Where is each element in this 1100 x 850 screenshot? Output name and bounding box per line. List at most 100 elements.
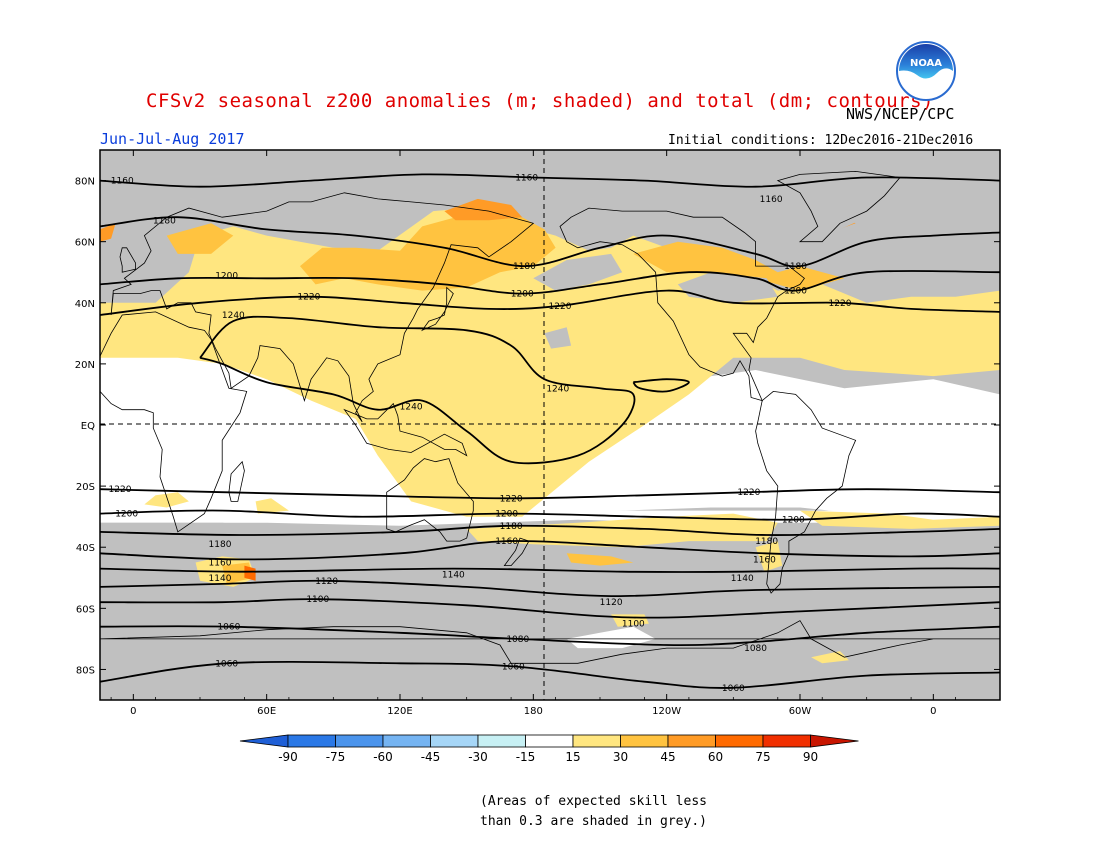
colorbar-box bbox=[382, 734, 431, 748]
colorbar: -90 -75 -60 -45 -30 -15 15 30 45 60 75 90 bbox=[239, 734, 859, 764]
contour-1240-pacific-ring bbox=[632, 378, 690, 393]
anomaly-europe-orange bbox=[166, 223, 234, 254]
anomaly-south-indian-west-blob bbox=[255, 498, 289, 514]
lon-label: 0 bbox=[930, 706, 936, 717]
noaa-logo: NOAA bbox=[896, 41, 956, 101]
contour-label: 1060 bbox=[217, 623, 240, 633]
contour-label: 1240 bbox=[546, 384, 569, 394]
lat-label: 80S bbox=[76, 665, 95, 676]
lat-label: 60S bbox=[76, 604, 95, 615]
coast-japan bbox=[420, 286, 454, 332]
contour-label: 1220 bbox=[500, 494, 523, 504]
contour-label: 1240 bbox=[400, 403, 423, 413]
contour-label: 1220 bbox=[297, 293, 320, 303]
noaa-logo-text: NOAA bbox=[910, 58, 942, 69]
anomaly-south-atlantic-band bbox=[800, 510, 1000, 529]
skill-note: (Areas of expected skill less than 0.3 a… bbox=[480, 792, 707, 832]
colorbar-right-arrow bbox=[810, 734, 859, 748]
colorbar-label: -75 bbox=[326, 750, 346, 764]
contour-label: 1140 bbox=[731, 574, 754, 584]
grey-eastern-pacific-patch bbox=[544, 327, 572, 349]
contour-label: 1060 bbox=[215, 659, 238, 669]
contour-label: 1200 bbox=[495, 510, 518, 520]
anomaly-asia-orange bbox=[300, 211, 556, 291]
contour-label: 1100 bbox=[306, 595, 329, 605]
contour-1100-south bbox=[100, 598, 1000, 619]
forecast-period: Jun-Jul-Aug 2017 bbox=[100, 130, 245, 148]
colorbar-box bbox=[762, 734, 811, 748]
lon-label: 60W bbox=[789, 706, 812, 717]
colorbar-label: -30 bbox=[468, 750, 488, 764]
anomaly-shading-layer bbox=[100, 150, 1000, 700]
lat-label: 60N bbox=[75, 238, 95, 249]
contour-label: 1180 bbox=[209, 540, 232, 550]
anomaly-white-tropics bbox=[100, 339, 1000, 517]
grey-arctic-cap bbox=[100, 150, 1000, 248]
contour-1220-north bbox=[100, 289, 1000, 316]
grey-north-america-patch bbox=[677, 272, 778, 303]
contour-label: 1160 bbox=[515, 174, 538, 184]
contour-1160-south bbox=[100, 540, 1000, 561]
skill-note-line-2: than 0.3 are shaded in grey.) bbox=[480, 814, 707, 829]
colorbar-label: 30 bbox=[613, 750, 628, 764]
colorbar-left-arrow bbox=[239, 734, 289, 748]
contour-label: 1220 bbox=[109, 485, 132, 495]
contour-label: 1160 bbox=[753, 555, 776, 565]
contour-label: 1200 bbox=[215, 271, 238, 281]
coast-south-america bbox=[755, 390, 857, 594]
contour-label: 1180 bbox=[513, 262, 536, 272]
contour-label-layer: 1160 1160 1160 1180 1180 1180 1200 1200 1200 1220… bbox=[109, 174, 852, 694]
colorbar-box bbox=[572, 734, 621, 748]
contour-1160-north bbox=[100, 173, 1000, 188]
contour-label: 1220 bbox=[829, 299, 852, 309]
contour-label: 1240 bbox=[222, 311, 245, 321]
colorbar-box bbox=[715, 734, 764, 748]
contour-1060-south bbox=[100, 660, 1000, 689]
lat-label: 80N bbox=[75, 177, 95, 188]
lon-label: 0 bbox=[130, 706, 136, 717]
colorbar-box bbox=[620, 734, 669, 748]
coast-australia bbox=[386, 458, 474, 542]
coast-eurasia bbox=[110, 192, 535, 423]
contour-label: 1180 bbox=[500, 522, 523, 532]
colorbar-label: -60 bbox=[373, 750, 393, 764]
contour-1140-south bbox=[100, 567, 1000, 573]
map-axes: 80N 60N 40N 20N EQ 20S 40S 60S 80S 0 60E 120E 180 120… bbox=[75, 150, 1001, 717]
colorbar-label: -15 bbox=[516, 750, 536, 764]
anomaly-south-pacific-orange bbox=[566, 553, 634, 566]
lat-label: 40S bbox=[76, 543, 95, 554]
anomaly-south-pacific-west-blob bbox=[144, 492, 189, 508]
contour-label: 1080 bbox=[506, 635, 529, 645]
contour-label: 1140 bbox=[442, 571, 465, 581]
skill-note-line-1: (Areas of expected skill less bbox=[480, 794, 707, 809]
lon-label: 180 bbox=[524, 706, 543, 717]
contour-1200-north bbox=[100, 269, 1000, 295]
colorbar-label: -45 bbox=[421, 750, 441, 764]
organization-label: NWS/NCEP/CPC bbox=[846, 105, 955, 123]
contour-1180-north bbox=[100, 216, 1000, 268]
anomaly-scandinavia-dark-orange bbox=[100, 223, 116, 242]
contour-1200-south bbox=[100, 509, 1000, 521]
colorbar-label: 90 bbox=[803, 750, 818, 764]
colorbar-label: -90 bbox=[278, 750, 298, 764]
colorbar-label: 15 bbox=[565, 750, 580, 764]
contour-label: 1180 bbox=[784, 262, 807, 272]
contour-label: 1160 bbox=[209, 559, 232, 569]
coast-indonesia bbox=[343, 402, 468, 457]
colorbar-box bbox=[667, 734, 716, 748]
coast-antarctica bbox=[100, 620, 1000, 664]
contour-1120-south bbox=[100, 579, 1000, 598]
colorbar-box bbox=[287, 734, 336, 748]
grey-central-pacific-patch bbox=[533, 253, 623, 291]
contour-label: 1200 bbox=[511, 290, 534, 300]
contour-label: 1160 bbox=[495, 537, 518, 547]
colorbar-box bbox=[335, 734, 384, 748]
colorbar-label: 75 bbox=[755, 750, 770, 764]
lon-label: 120E bbox=[387, 706, 412, 717]
lat-label: 20N bbox=[75, 360, 95, 371]
contour-label: 1080 bbox=[744, 644, 767, 654]
colorbar-label: 60 bbox=[708, 750, 723, 764]
map-panel: 1160 1160 1160 1180 1180 1180 1200 1200 1200 1220… bbox=[100, 150, 1000, 700]
anomaly-pacific-orange bbox=[633, 241, 845, 291]
